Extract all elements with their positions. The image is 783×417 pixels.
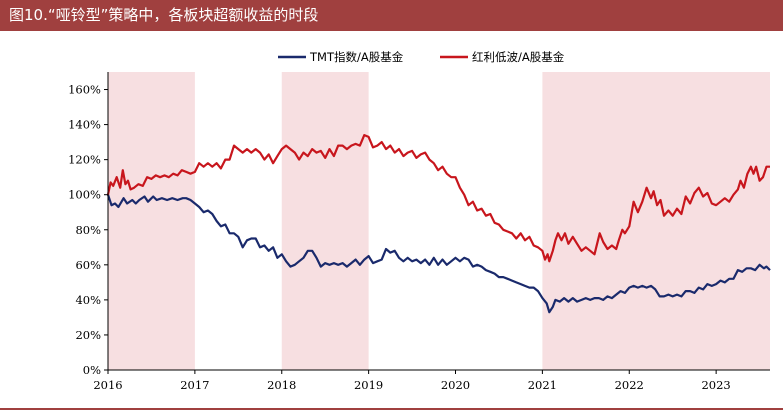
y-tick-label: 60% xyxy=(75,258,101,272)
y-tick-label: 20% xyxy=(75,328,101,342)
shaded-period-3 xyxy=(542,72,770,370)
series-line-1 xyxy=(106,194,771,314)
chart-title: 图10.“哑铃型”策略中，各板块超额收益的时段 xyxy=(9,6,319,24)
legend-label-2: 红利低波/A股基金 xyxy=(472,50,565,64)
y-tick-label: 80% xyxy=(75,223,101,237)
x-tick-label: 2017 xyxy=(180,378,209,392)
legend-label-1: TMT指数/A股基金 xyxy=(309,50,404,64)
series-line-2 xyxy=(106,134,770,263)
series-lines xyxy=(106,134,771,314)
y-tick-label: 120% xyxy=(68,153,101,167)
line-chart: 0% 20% 40% 60% 80% 100% 120% 140% 160% 2016 2017 20… xyxy=(68,50,771,392)
x-tick-label: 2020 xyxy=(441,378,470,392)
y-tick-label: 0% xyxy=(83,363,101,377)
y-tick-label: 160% xyxy=(68,83,101,97)
bottom-rule xyxy=(0,408,783,410)
x-tick-label: 2018 xyxy=(267,378,296,392)
shaded-periods xyxy=(108,72,770,370)
x-tick-label: 2022 xyxy=(615,378,644,392)
y-tick-label: 100% xyxy=(68,188,101,202)
shaded-period-1 xyxy=(108,72,195,370)
x-tick-label: 2016 xyxy=(93,378,122,392)
legend: TMT指数/A股基金 红利低波/A股基金 xyxy=(278,50,565,64)
chart-title-bar: 图10.“哑铃型”策略中，各板块超额收益的时段 xyxy=(0,0,783,31)
x-tick-label: 2021 xyxy=(528,378,557,392)
y-tick-label: 140% xyxy=(68,118,101,132)
y-tick-label: 40% xyxy=(75,293,101,307)
x-tick-label: 2019 xyxy=(354,378,383,392)
axes: 0% 20% 40% 60% 80% 100% 120% 140% 160% 2016 2017 20… xyxy=(68,72,770,392)
x-tick-label: 2023 xyxy=(701,378,730,392)
shaded-period-2 xyxy=(281,72,369,370)
